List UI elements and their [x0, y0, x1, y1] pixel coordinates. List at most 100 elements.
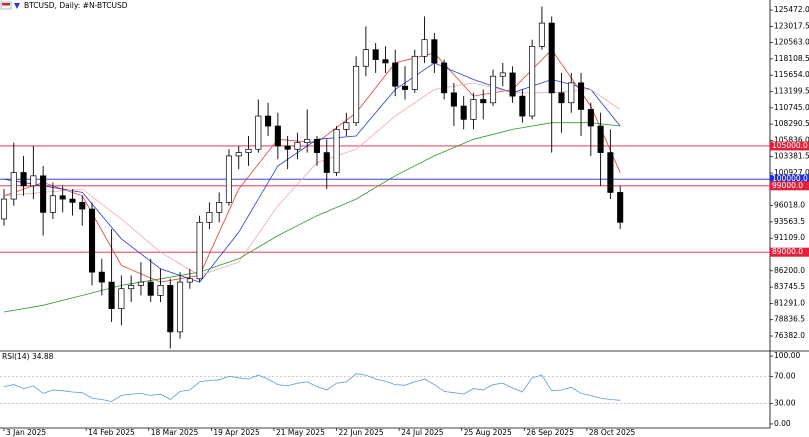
candle-body	[392, 62, 399, 87]
candle-body	[255, 115, 262, 150]
candle-body	[108, 281, 115, 310]
rsi-title: RSI(14) 34.88	[2, 352, 54, 361]
x-tick-label: 24 Jul 2025	[401, 428, 444, 437]
y-tick-label: 105836.0	[774, 135, 809, 144]
y-tick-label: 125472.0	[774, 5, 809, 14]
candle-body	[548, 22, 555, 94]
candle-body	[597, 125, 604, 153]
candle-body	[470, 99, 477, 120]
candle-body	[49, 195, 56, 213]
candle-body	[186, 278, 193, 283]
candle-body	[607, 152, 614, 193]
y-tick-label: 70.00	[774, 371, 796, 380]
candle-body	[294, 142, 301, 150]
candle-body	[274, 125, 281, 147]
candle-body	[489, 75, 497, 104]
candle-body	[88, 208, 96, 273]
candle-body	[431, 39, 438, 64]
y-tick-label: 120563.0	[774, 38, 809, 47]
candle-body	[372, 49, 379, 60]
candle-body	[313, 138, 321, 153]
x-tick-label: 14 Feb 2025	[88, 428, 135, 437]
candle-body	[177, 281, 184, 333]
candle-body	[69, 198, 76, 203]
candle-body	[235, 152, 242, 157]
candle-body	[568, 82, 575, 104]
rsi-line	[3, 373, 621, 402]
x-tick-label: 3 Jan 2025	[6, 428, 46, 437]
moving-average	[3, 122, 621, 313]
candle-body	[40, 175, 47, 213]
y-tick-label: 86200.0	[774, 266, 805, 275]
x-tick-label: 21 May 2025	[276, 428, 325, 437]
y-tick-label: 103381.5	[774, 152, 809, 161]
candle-body	[499, 72, 506, 77]
y-tick-label: 123017.5	[774, 21, 809, 30]
candle-body	[529, 45, 536, 117]
y-tick-label: 0.00	[774, 419, 791, 428]
y-tick-label: 76382.0	[774, 331, 805, 340]
candle-body	[10, 172, 17, 200]
x-tick-label: 25 Aug 2025	[464, 428, 512, 437]
candle-body	[509, 72, 516, 97]
price-level-label: 105000.0	[772, 141, 808, 150]
y-tick-label: 115654.0	[774, 70, 809, 79]
candle-body	[353, 65, 360, 124]
candle-body	[480, 99, 487, 104]
candle-body	[79, 202, 86, 210]
candle-body	[421, 39, 428, 57]
y-tick-label: 78836.5	[774, 315, 805, 324]
candle-body	[558, 92, 565, 104]
price-level-label: 99000.0	[772, 181, 803, 190]
x-tick-label: 18 Mar 2025	[151, 428, 199, 437]
candle-body	[59, 195, 66, 200]
x-tick-label: 28 Oct 2025	[589, 428, 636, 437]
candle-body	[284, 145, 291, 150]
price-level-tag	[770, 247, 809, 257]
y-tick-label: 30.00	[774, 399, 796, 408]
candle-body	[265, 115, 272, 127]
candle-body	[20, 172, 27, 187]
candle-body	[216, 202, 223, 213]
candle-body	[343, 122, 350, 130]
candle-body	[245, 148, 252, 153]
candle-body	[30, 175, 37, 187]
symbol-icon-mark	[14, 3, 20, 9]
candle-body	[441, 62, 448, 94]
price-level-label: 89000.0	[772, 247, 803, 256]
candle-body	[617, 192, 624, 223]
candle-body	[460, 105, 467, 120]
candle-body	[206, 212, 213, 223]
y-tick-label: 100927.0	[774, 168, 809, 177]
y-tick-label: 113199.5	[774, 87, 809, 96]
candle-body	[401, 85, 409, 90]
y-tick-label: 83745.5	[774, 282, 805, 291]
y-tick-label: 96018.0	[774, 201, 805, 210]
candle-body	[225, 155, 232, 203]
price-level-tag	[770, 181, 809, 191]
symbol-icon-flag	[2, 3, 10, 6]
y-tick-label: 81291.0	[774, 298, 805, 307]
x-tick-label: 19 Apr 2025	[213, 428, 260, 437]
candle-body	[333, 129, 340, 173]
y-tick-label: 91109.0	[774, 233, 805, 242]
y-tick-label: 110745.0	[774, 103, 809, 112]
x-tick-label: 26 Sep 2025	[526, 428, 574, 437]
candle-body	[137, 281, 144, 286]
y-tick-label: 100.00	[774, 351, 800, 360]
candle-body	[411, 55, 418, 90]
candle-body	[98, 271, 105, 283]
candle-body	[118, 288, 125, 310]
y-tick-label: 108290.5	[774, 119, 809, 128]
candle-body	[196, 221, 203, 280]
chart-title: BTCUSD, Daily: #N-BTCUSD	[24, 1, 128, 10]
price-level-tag	[770, 141, 809, 151]
candle-body	[578, 82, 585, 110]
candle-body	[519, 95, 526, 117]
candle-body	[304, 138, 311, 143]
candle-body	[323, 152, 330, 173]
candle-body	[382, 59, 389, 64]
